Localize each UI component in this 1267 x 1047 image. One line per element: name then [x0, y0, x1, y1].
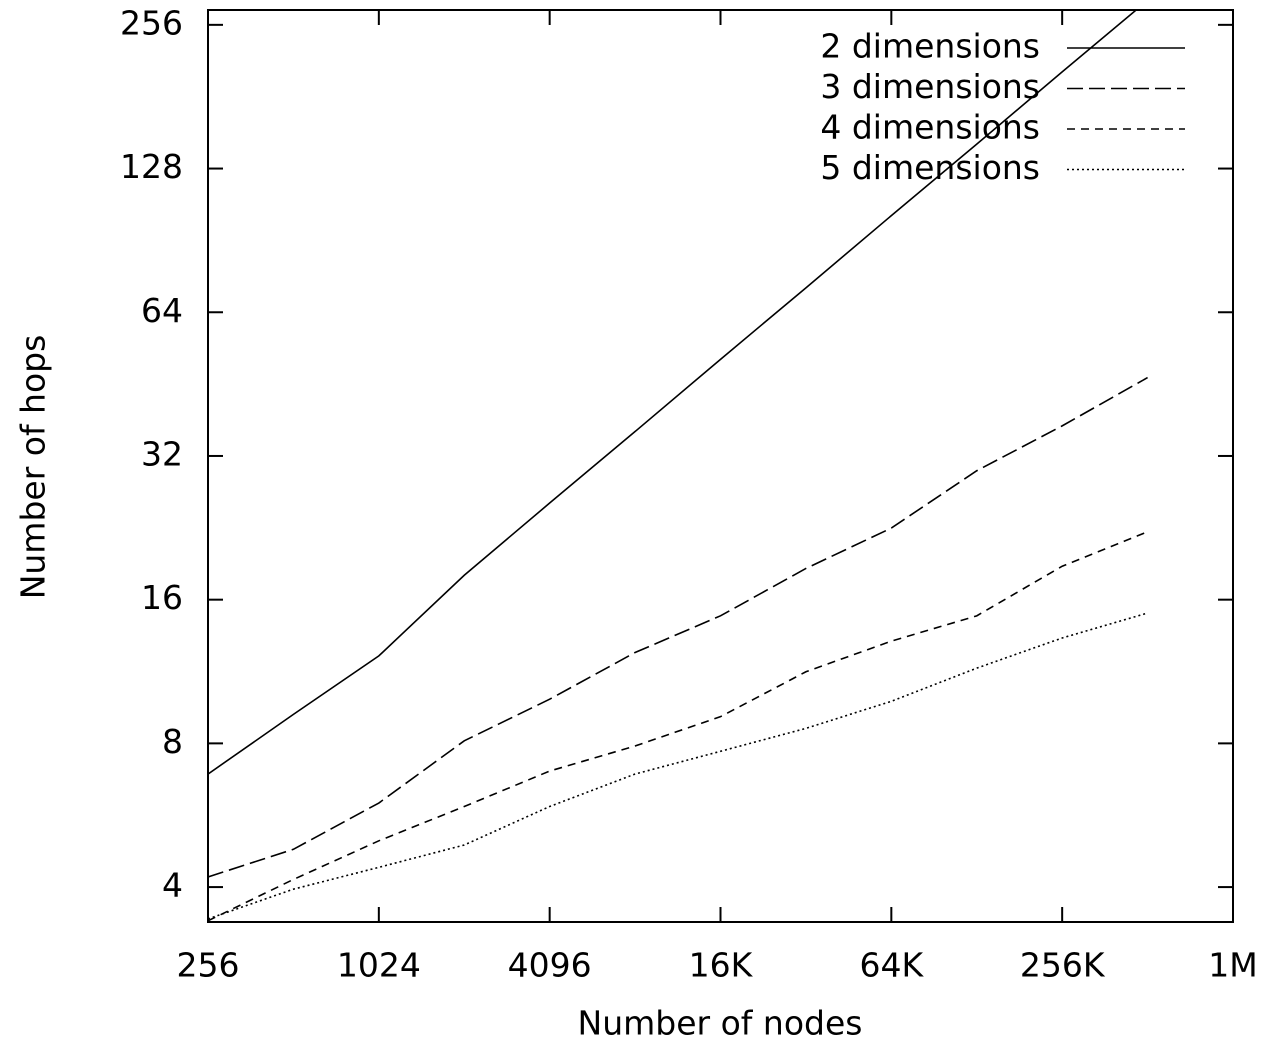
x-tick-label: 1M	[1208, 946, 1257, 985]
y-tick-label: 32	[141, 434, 183, 473]
series-line	[208, 376, 1148, 878]
y-tick-label: 4	[162, 866, 183, 905]
x-tick-label: 1024	[337, 946, 421, 985]
y-tick-label: 128	[120, 147, 183, 186]
series-line	[208, 612, 1148, 920]
legend-label: 2 dimensions	[820, 27, 1040, 66]
x-tick-label: 256	[177, 946, 240, 985]
x-tick-label: 16K	[689, 946, 754, 985]
x-tick-label: 4096	[508, 946, 592, 985]
x-axis-label: Number of nodes	[578, 1004, 863, 1043]
x-tick-label: 64K	[860, 946, 925, 985]
plot-frame	[207, 9, 1234, 923]
x-tick-label: 256K	[1020, 946, 1106, 985]
y-tick-label: 16	[141, 578, 183, 617]
legend-label: 4 dimensions	[820, 108, 1040, 147]
y-tick-label: 8	[162, 722, 183, 761]
legend-label: 3 dimensions	[820, 67, 1040, 106]
series-line	[208, 531, 1148, 922]
y-axis-label: Number of hops	[14, 335, 53, 600]
legend-label: 5 dimensions	[820, 148, 1040, 187]
y-tick-label: 64	[141, 291, 183, 330]
y-tick-label: 256	[120, 3, 183, 42]
series-line	[208, 10, 1138, 775]
